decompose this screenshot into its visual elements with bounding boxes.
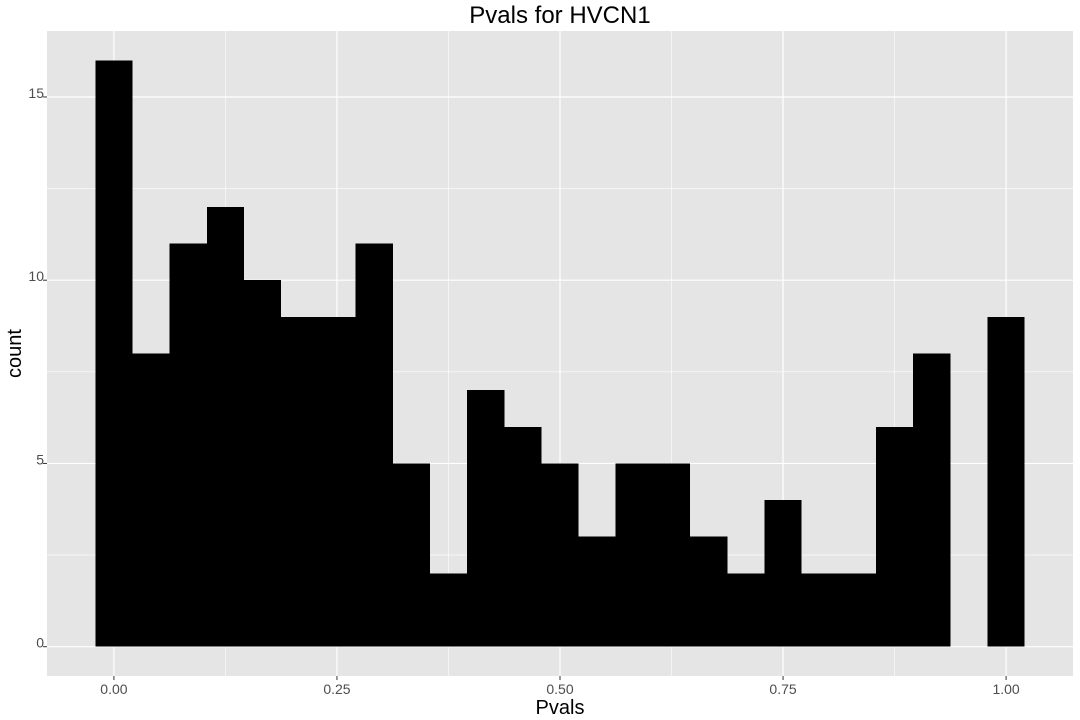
- chart-title: Pvals for HVCN1: [469, 2, 650, 29]
- histogram-bar: [690, 536, 728, 647]
- histogram-bar: [578, 536, 616, 647]
- histogram-bar: [392, 463, 430, 647]
- x-tick-label: 0.25: [323, 681, 350, 697]
- histogram-bar: [206, 206, 245, 647]
- y-axis-label: count: [4, 329, 26, 378]
- histogram-bar: [801, 573, 839, 647]
- histogram-bar: [541, 463, 579, 647]
- x-tick-label: 1.00: [992, 681, 1019, 697]
- histogram-bar: [727, 573, 765, 647]
- histogram-bar: [504, 426, 542, 647]
- histogram-bar: [132, 353, 170, 647]
- histogram-bar: [615, 463, 653, 647]
- histogram-bar: [838, 573, 876, 647]
- x-tick-label: 0.50: [546, 681, 573, 697]
- histogram-bar: [169, 243, 207, 647]
- histogram-bar: [281, 316, 319, 647]
- histogram-bar: [355, 243, 393, 647]
- histogram-bar: [467, 390, 505, 647]
- bars: [95, 60, 1025, 647]
- histogram-bar: [318, 316, 356, 647]
- histogram-bar: [652, 463, 691, 647]
- histogram-bar: [987, 316, 1025, 647]
- histogram-bar: [875, 426, 914, 647]
- y-axis: 0 5 10 15: [28, 85, 47, 651]
- histogram-bar: [913, 353, 951, 647]
- x-axis: 0.00 0.25 0.50 0.75 1.00: [100, 676, 1020, 697]
- y-tick-label: 0: [36, 635, 44, 651]
- x-tick-label: 0.00: [100, 681, 127, 697]
- histogram-bar: [244, 280, 282, 647]
- histogram-bar: [95, 60, 133, 647]
- y-tick-label: 5: [36, 451, 44, 467]
- x-tick-label: 0.75: [769, 681, 796, 697]
- x-axis-label: Pvals: [536, 697, 585, 719]
- y-tick-label: 10: [28, 268, 44, 284]
- histogram-bar: [764, 500, 802, 647]
- y-tick-label: 15: [28, 85, 44, 101]
- histogram-bar: [429, 573, 468, 647]
